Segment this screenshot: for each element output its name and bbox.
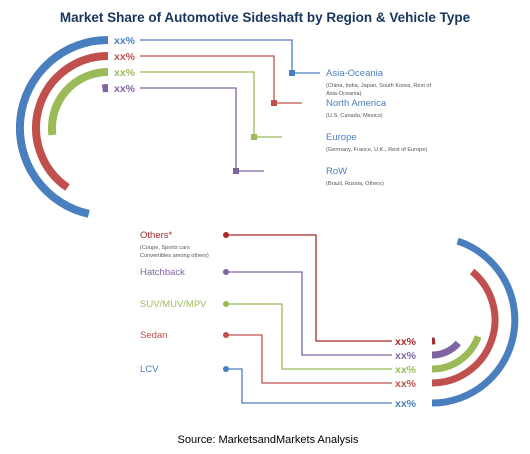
vehicle-arc-suv-muv-mpv [431,335,482,373]
region-sublabel-row: (Brazil, Russia, Others) [326,181,384,187]
vehicle-label-others: Others* [140,230,173,241]
region-leader-north-america [140,55,302,104]
region-label-europe: Europe [326,132,357,143]
vehicle-label-hatchback: Hatchback [140,267,185,278]
vehicle-marker-lcv [223,366,229,372]
vehicle-sublabel-others: Convertibles among others) [140,253,209,259]
vehicle-label-lcv: LCV [140,364,159,375]
region-sublabel-north-america: (U.S, Canada, Mexico) [326,113,383,119]
region-arc-north-america [32,52,109,191]
vehicle-label-suv-muv-mpv: SUV/MUV/MPV [140,299,207,310]
vehicle-value-sedan: xx% [395,378,417,390]
vehicle-sublabel-others: (Coupe, Sports cars [140,245,190,251]
chart-title: Market Share of Automotive Sideshaft by … [60,10,471,25]
vehicle-arc-sedan [431,268,499,387]
region-leader-row [140,87,264,172]
region-label-row: RoW [326,166,347,177]
vehicle-marker-others [223,232,229,238]
region-leader-europe [140,71,282,138]
region-label-north-america: North America [326,98,387,109]
vehicle-leader-lcv [226,368,392,404]
vehicle-value-suv-muv-mpv: xx% [395,364,417,376]
vehicle-leader-suv-muv-mpv [226,303,392,370]
vehicle-type-chart: xx% Others* (Coupe, Sports cars Convertible… [140,230,519,410]
vehicle-value-others: xx% [395,336,417,348]
vehicle-leader-hatchback [226,271,392,356]
region-value-north-america: xx% [114,51,136,63]
vehicle-label-sedan: Sedan [140,330,167,341]
vehicle-marker-hatchback [223,269,229,275]
region-sublabel-asia-oceania: Asia-Oceania) [326,91,362,97]
region-sublabel-europe: (Germany, France, U.K., Rest of Europe) [326,147,427,153]
region-marker-asia-oceania [289,70,295,76]
region-arc-europe [47,68,109,136]
region-value-asia-oceania: xx% [114,35,136,47]
region-marker-north-america [271,100,277,106]
region-sublabel-asia-oceania: (China, India, Japan, South Korea, Rest … [326,83,432,89]
region-leader-asia-oceania [140,39,320,74]
region-label-asia-oceania: Asia-Oceania [326,68,384,79]
region-marker-europe [251,134,257,140]
region-marker-row [233,168,239,174]
region-chart: xx% Asia-Oceania (China, India, Japan, Sou… [15,35,432,218]
vehicle-leader-others [226,234,392,342]
vehicle-arc-hatchback [431,340,461,359]
region-value-europe: xx% [114,67,136,79]
region-arc-asia-oceania [15,36,109,218]
vehicle-marker-suv-muv-mpv [223,301,229,307]
vehicle-leader-sedan [226,334,392,384]
vehicle-arc-lcv [431,237,519,407]
region-value-row: xx% [114,83,136,95]
vehicle-value-lcv: xx% [395,398,417,410]
vehicle-value-hatchback: xx% [395,350,417,362]
vehicle-marker-sedan [223,332,229,338]
source-note: Source: MarketsandMarkets Analysis [178,434,359,446]
